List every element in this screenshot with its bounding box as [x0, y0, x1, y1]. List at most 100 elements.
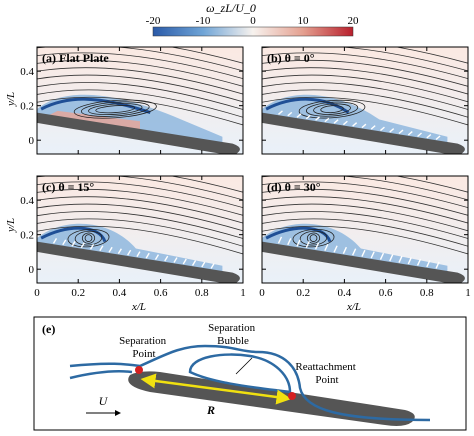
streamline: [37, 52, 243, 80]
streamline: [262, 218, 468, 247]
y-tick-label: 0: [29, 135, 35, 147]
y-axis-label-top: y/L: [5, 92, 17, 107]
riblet: [361, 123, 367, 129]
streamline: [37, 203, 243, 232]
flow-panel: (b) θ = 0°: [261, 46, 469, 155]
recirculation-streamline: [73, 99, 157, 119]
recirculation-streamline: [306, 232, 321, 244]
x-tick-label: 0.6: [154, 287, 168, 299]
panel-frame: [36, 175, 244, 284]
riblet: [296, 113, 302, 118]
recirculation-streamline: [309, 234, 318, 242]
streamline: [262, 67, 468, 95]
recirculation-streamline: [81, 232, 96, 244]
riblet: [315, 116, 321, 121]
streamline: [37, 47, 243, 72]
colorbar: ω_zL/U_0 -20 -10 0 10 20: [146, 1, 359, 37]
bubble-length-label: R: [206, 403, 215, 417]
vorticity-core: [265, 97, 350, 114]
riblet: [296, 239, 301, 247]
vorticity-core: [40, 226, 107, 243]
x-tick-label: 0.2: [296, 287, 310, 299]
recirculation-streamline: [95, 105, 136, 114]
streamline: [394, 176, 468, 193]
riblet: [324, 243, 329, 252]
colorbar-tick: -10: [196, 15, 211, 27]
separation-bubble-label-line: Separation: [208, 322, 256, 334]
riblet: [333, 119, 339, 124]
streamline: [169, 176, 243, 193]
x-tick-label: 0: [259, 287, 265, 299]
recirculation-streamline: [67, 229, 110, 248]
colorbar-label: ω_zL/U_0: [206, 1, 256, 15]
riblet: [407, 257, 412, 265]
x-tick-label: 0: [34, 287, 40, 299]
streamline: [37, 196, 243, 224]
recirculation-streamline: [80, 101, 150, 117]
riblet: [210, 263, 215, 269]
riblet: [305, 241, 310, 249]
flow-panel: (d) θ = 30° 0 0.2 0.4 0.6 0.8 1: [259, 175, 471, 299]
riblet: [71, 240, 76, 247]
streamline: [262, 59, 468, 87]
flow-panel: (c) θ = 15° 0 0.2 0.4 0 0.2 0.4 0.6 0.8 1: [20, 175, 246, 299]
separation-point-label-line: Point: [132, 348, 155, 360]
panel-grid: (a) Flat Plate 0 0.2 0.4 (b) θ = 0° (c) θ = 1…: [20, 46, 471, 299]
panel-label: (b) θ = 0°: [267, 51, 315, 65]
riblet: [352, 122, 358, 127]
streamline: [262, 52, 468, 80]
riblet: [342, 120, 348, 126]
bubble-leader-line: [235, 357, 253, 375]
separation-point-marker: [135, 366, 143, 374]
streamline: [262, 47, 468, 72]
flat-plate: [37, 112, 240, 154]
riblet: [379, 252, 385, 260]
riblet: [89, 243, 95, 250]
panel-label: (a) Flat Plate: [42, 51, 109, 65]
streamline: [262, 188, 468, 216]
flow-panel: (a) Flat Plate 0 0.2 0.4: [20, 46, 244, 155]
streamline: [262, 74, 468, 103]
recirculation-streamline: [299, 230, 328, 246]
riblet: [342, 246, 348, 254]
streamline: [37, 181, 243, 209]
schematic-label: (e): [42, 322, 55, 336]
streamline: [262, 82, 468, 110]
streamline: [37, 176, 243, 201]
x-tick-label: 1: [465, 287, 471, 299]
streamline: [262, 211, 468, 239]
panel-label: (d) θ = 30°: [267, 180, 321, 194]
riblet: [435, 261, 440, 269]
x-tick-label: 0.8: [420, 287, 434, 299]
vorticity-core: [265, 226, 332, 243]
riblet: [333, 245, 338, 253]
y-tick-label: 0.2: [20, 230, 34, 242]
riblet: [426, 133, 432, 139]
freestream-label: U: [99, 394, 109, 408]
riblet: [154, 254, 160, 260]
colorbar-tick: 0: [250, 15, 256, 27]
riblet: [389, 128, 395, 133]
separation-point-label: Separation Point: [119, 335, 169, 360]
streamline: [37, 82, 243, 110]
riblet: [287, 111, 293, 117]
reattachment-point-marker: [288, 392, 296, 400]
y-axis-label-bottom: y/L: [5, 218, 17, 233]
bubble-length-arrow: [140, 373, 292, 405]
x-tick-label: 0.4: [113, 287, 127, 299]
streamline: [37, 89, 243, 118]
riblet: [305, 114, 311, 120]
recirculation-streamline: [84, 234, 93, 242]
colorbar-tick: 10: [298, 15, 310, 27]
recirculation-streamline: [74, 230, 103, 246]
separation-bubble-label: Separation Bubble: [208, 322, 258, 347]
flat-plate: [262, 241, 465, 283]
riblet: [370, 125, 376, 130]
streamline: [37, 188, 243, 216]
riblet: [416, 258, 422, 266]
reattachment-point-label-line: Point: [315, 374, 338, 386]
x-tick-label: 1: [240, 287, 246, 299]
streamline: [262, 176, 468, 201]
x-tick-label: 0.4: [338, 287, 352, 299]
riblet: [136, 251, 141, 257]
